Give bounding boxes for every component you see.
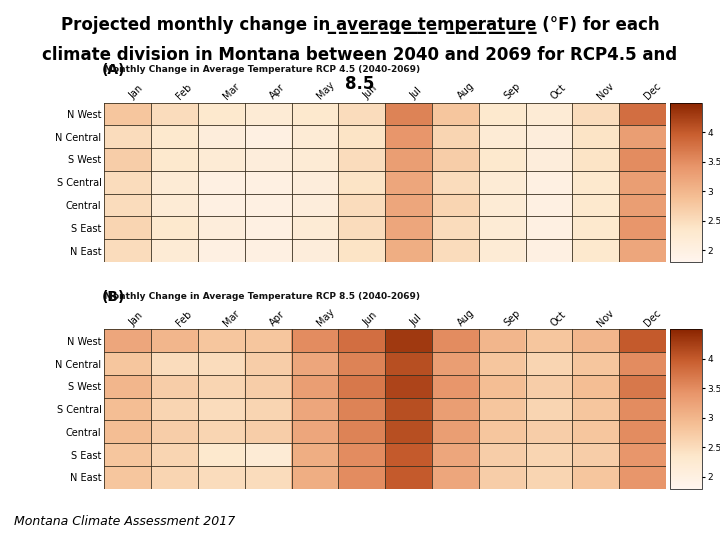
Text: Monthly Change in Average Temperature RCP 8.5 (2040-2069): Monthly Change in Average Temperature RC…	[104, 292, 420, 301]
Text: Projected monthly change in ̲a̲v̲e̲r̲a̲g̲e̲ ̲t̲e̲m̲p̲e̲r̲a̲t̲u̲r̲e̲ (°F) for eac: Projected monthly change in ̲a̲v̲e̲r̲a̲g…	[60, 16, 660, 34]
Text: Montana Climate Assessment 2017: Montana Climate Assessment 2017	[14, 515, 235, 528]
Text: Monthly Change in Average Temperature RCP 4.5 (2040-2069): Monthly Change in Average Temperature RC…	[104, 65, 420, 74]
Text: (A): (A)	[102, 63, 125, 77]
Text: (B): (B)	[102, 289, 125, 303]
Text: climate division in Montana between 2040 and 2069 for RCP4.5 and: climate division in Montana between 2040…	[42, 46, 678, 64]
Text: 8.5: 8.5	[346, 75, 374, 92]
